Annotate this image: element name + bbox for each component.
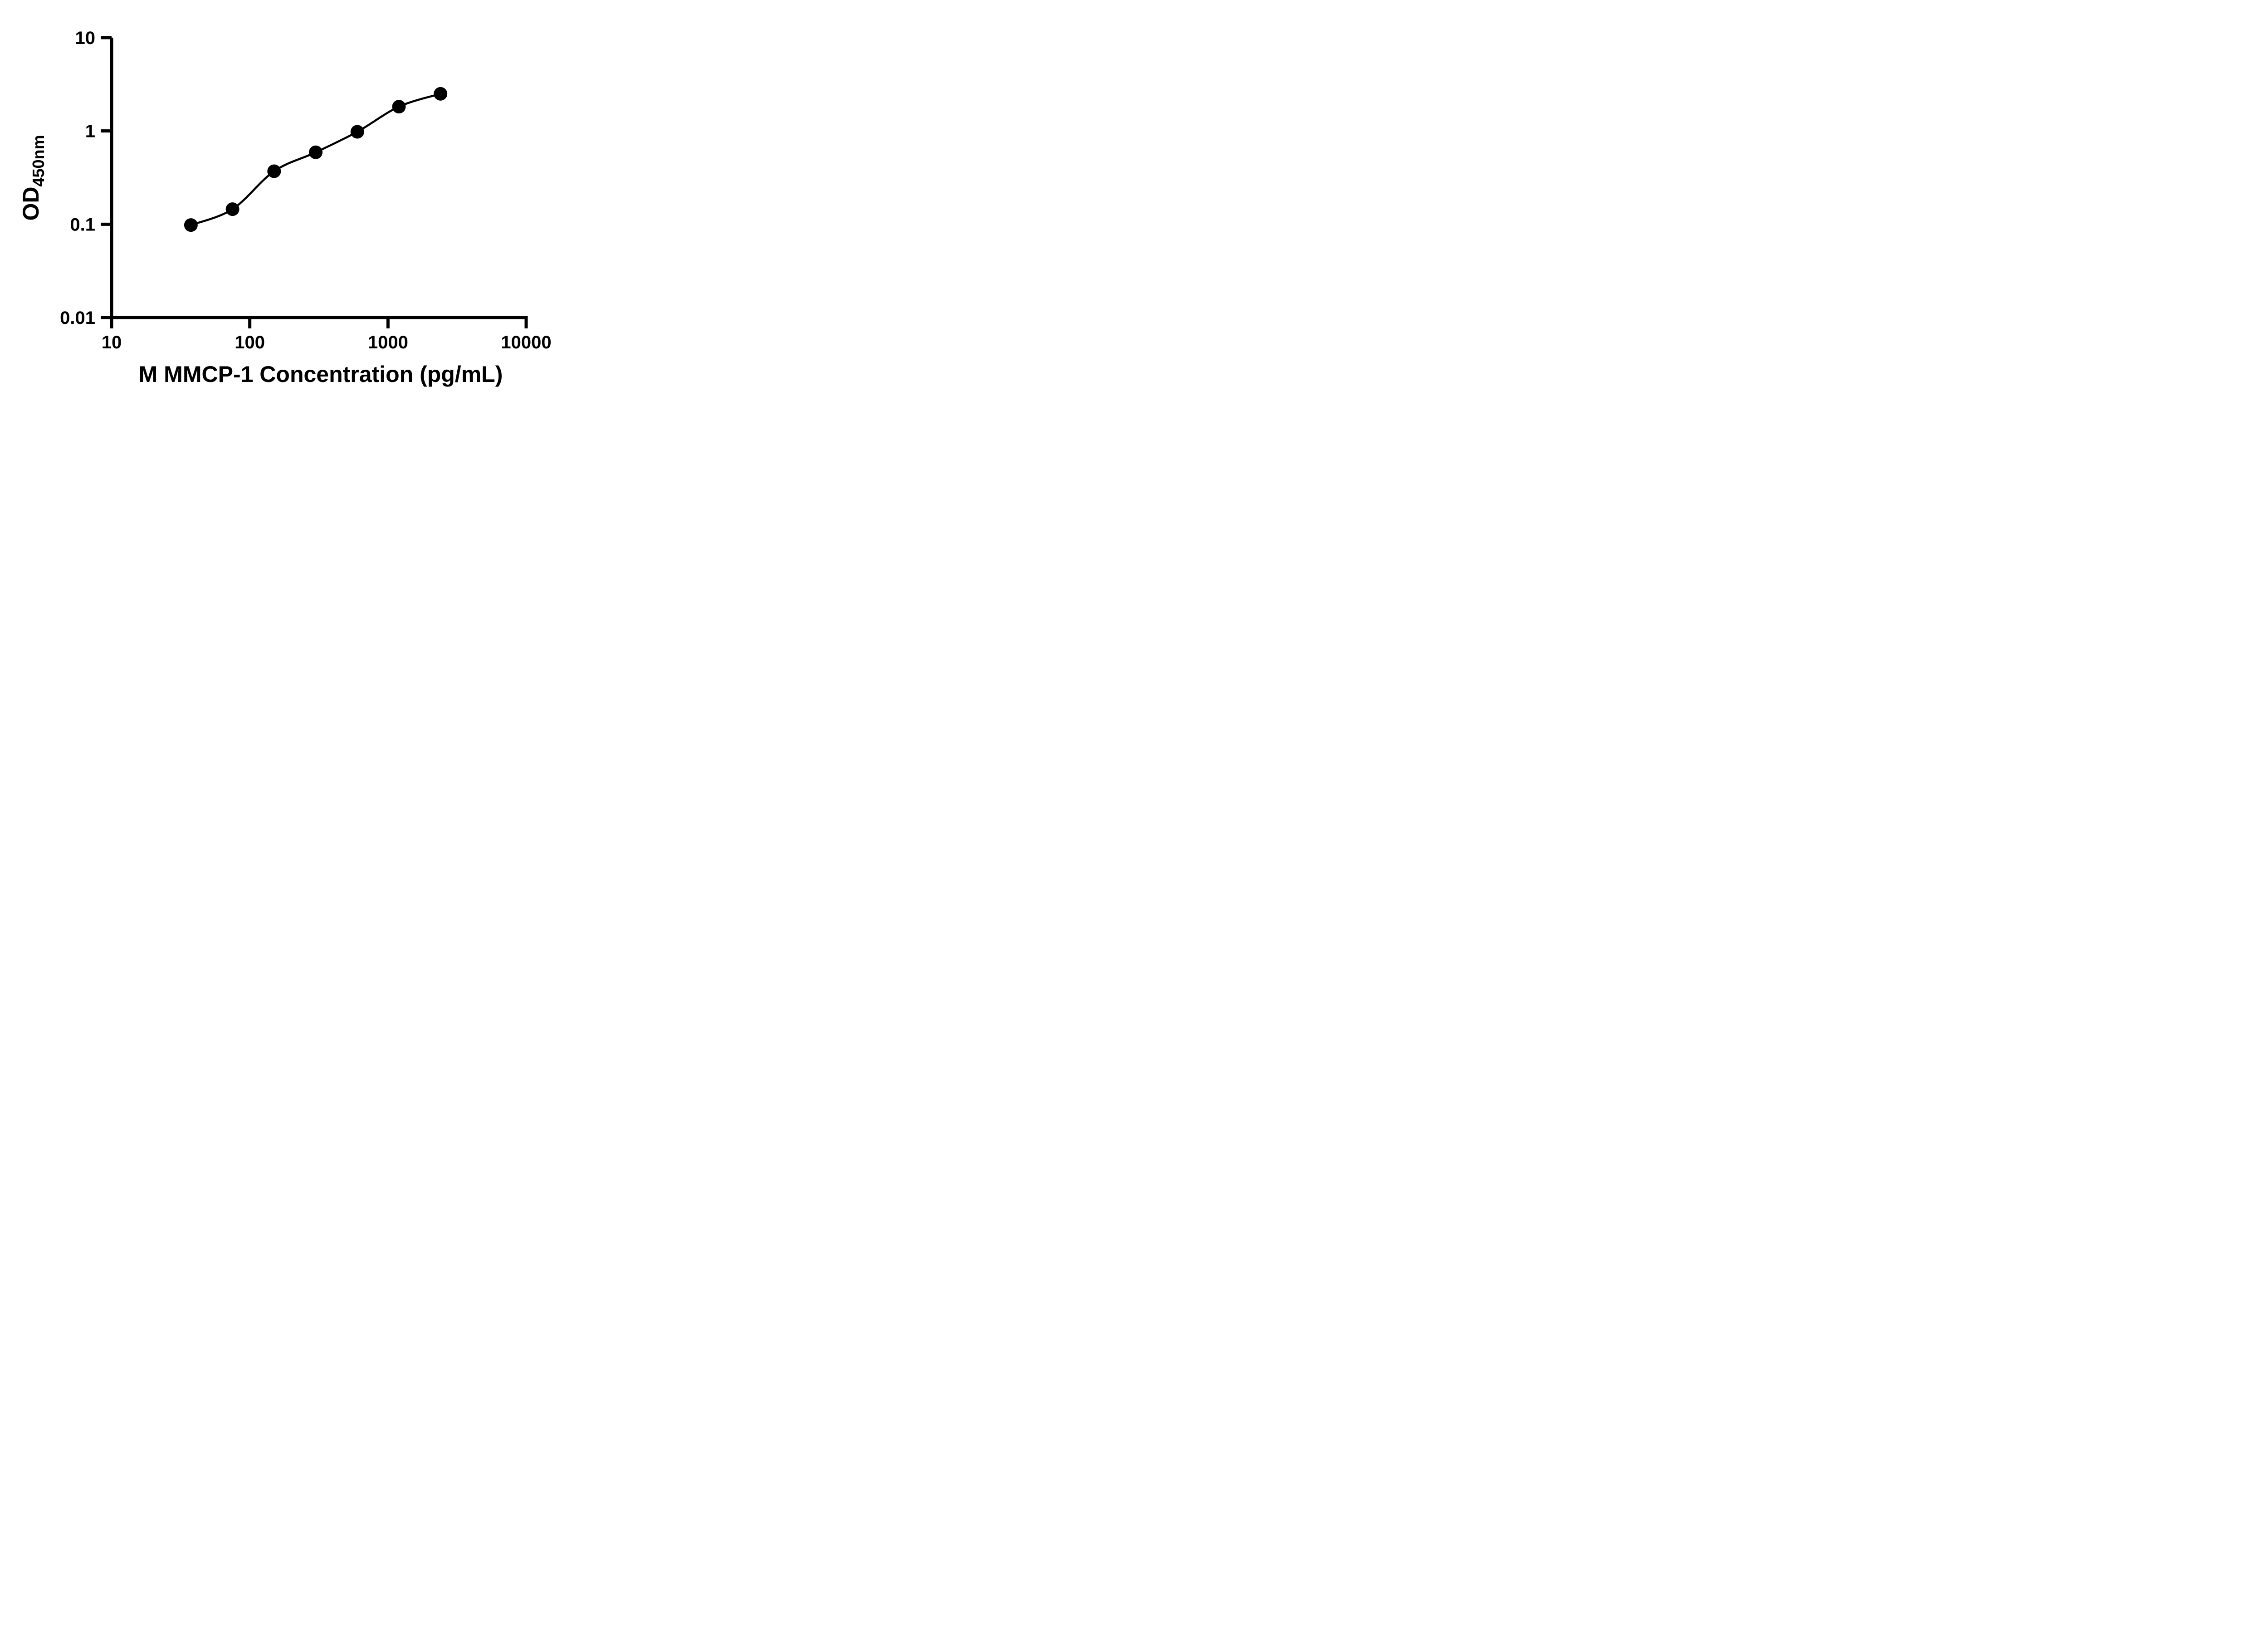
x-axis-title: M MMCP-1 Concentration (pg/mL) — [139, 362, 503, 387]
y-tick-label: 0.01 — [60, 308, 95, 328]
data-point — [434, 87, 448, 101]
y-axis-title: OD450nm — [18, 135, 48, 220]
x-tick-label: 10 — [102, 332, 122, 352]
data-point — [184, 218, 198, 232]
axes — [110, 38, 528, 319]
y-tick-label: 10 — [75, 28, 96, 48]
data-points-layer — [184, 87, 448, 232]
data-point — [309, 145, 323, 159]
y-axis-title-main: OD — [18, 187, 44, 221]
data-point — [350, 125, 364, 139]
data-point — [392, 100, 406, 114]
standard-curve-figure: 0.01 0.1 1 10 10 100 1000 10000 M MMCP-1 Concen… — [0, 0, 583, 408]
tick-marks — [101, 36, 528, 328]
data-point — [267, 164, 281, 178]
x-tick-label: 100 — [235, 332, 265, 352]
y-tick-label: 0.1 — [70, 215, 95, 235]
tick-labels: 0.01 0.1 1 10 10 100 1000 10000 — [60, 28, 551, 352]
y-tick-label: 1 — [85, 122, 95, 142]
x-tick-label: 1000 — [368, 332, 408, 352]
y-axis-title-subscript: 450nm — [29, 135, 48, 186]
data-point — [225, 202, 240, 216]
x-tick-label: 10000 — [501, 332, 551, 352]
standard-curve-chart: 0.01 0.1 1 10 10 100 1000 10000 M MMCP-1 Concen… — [18, 28, 552, 387]
